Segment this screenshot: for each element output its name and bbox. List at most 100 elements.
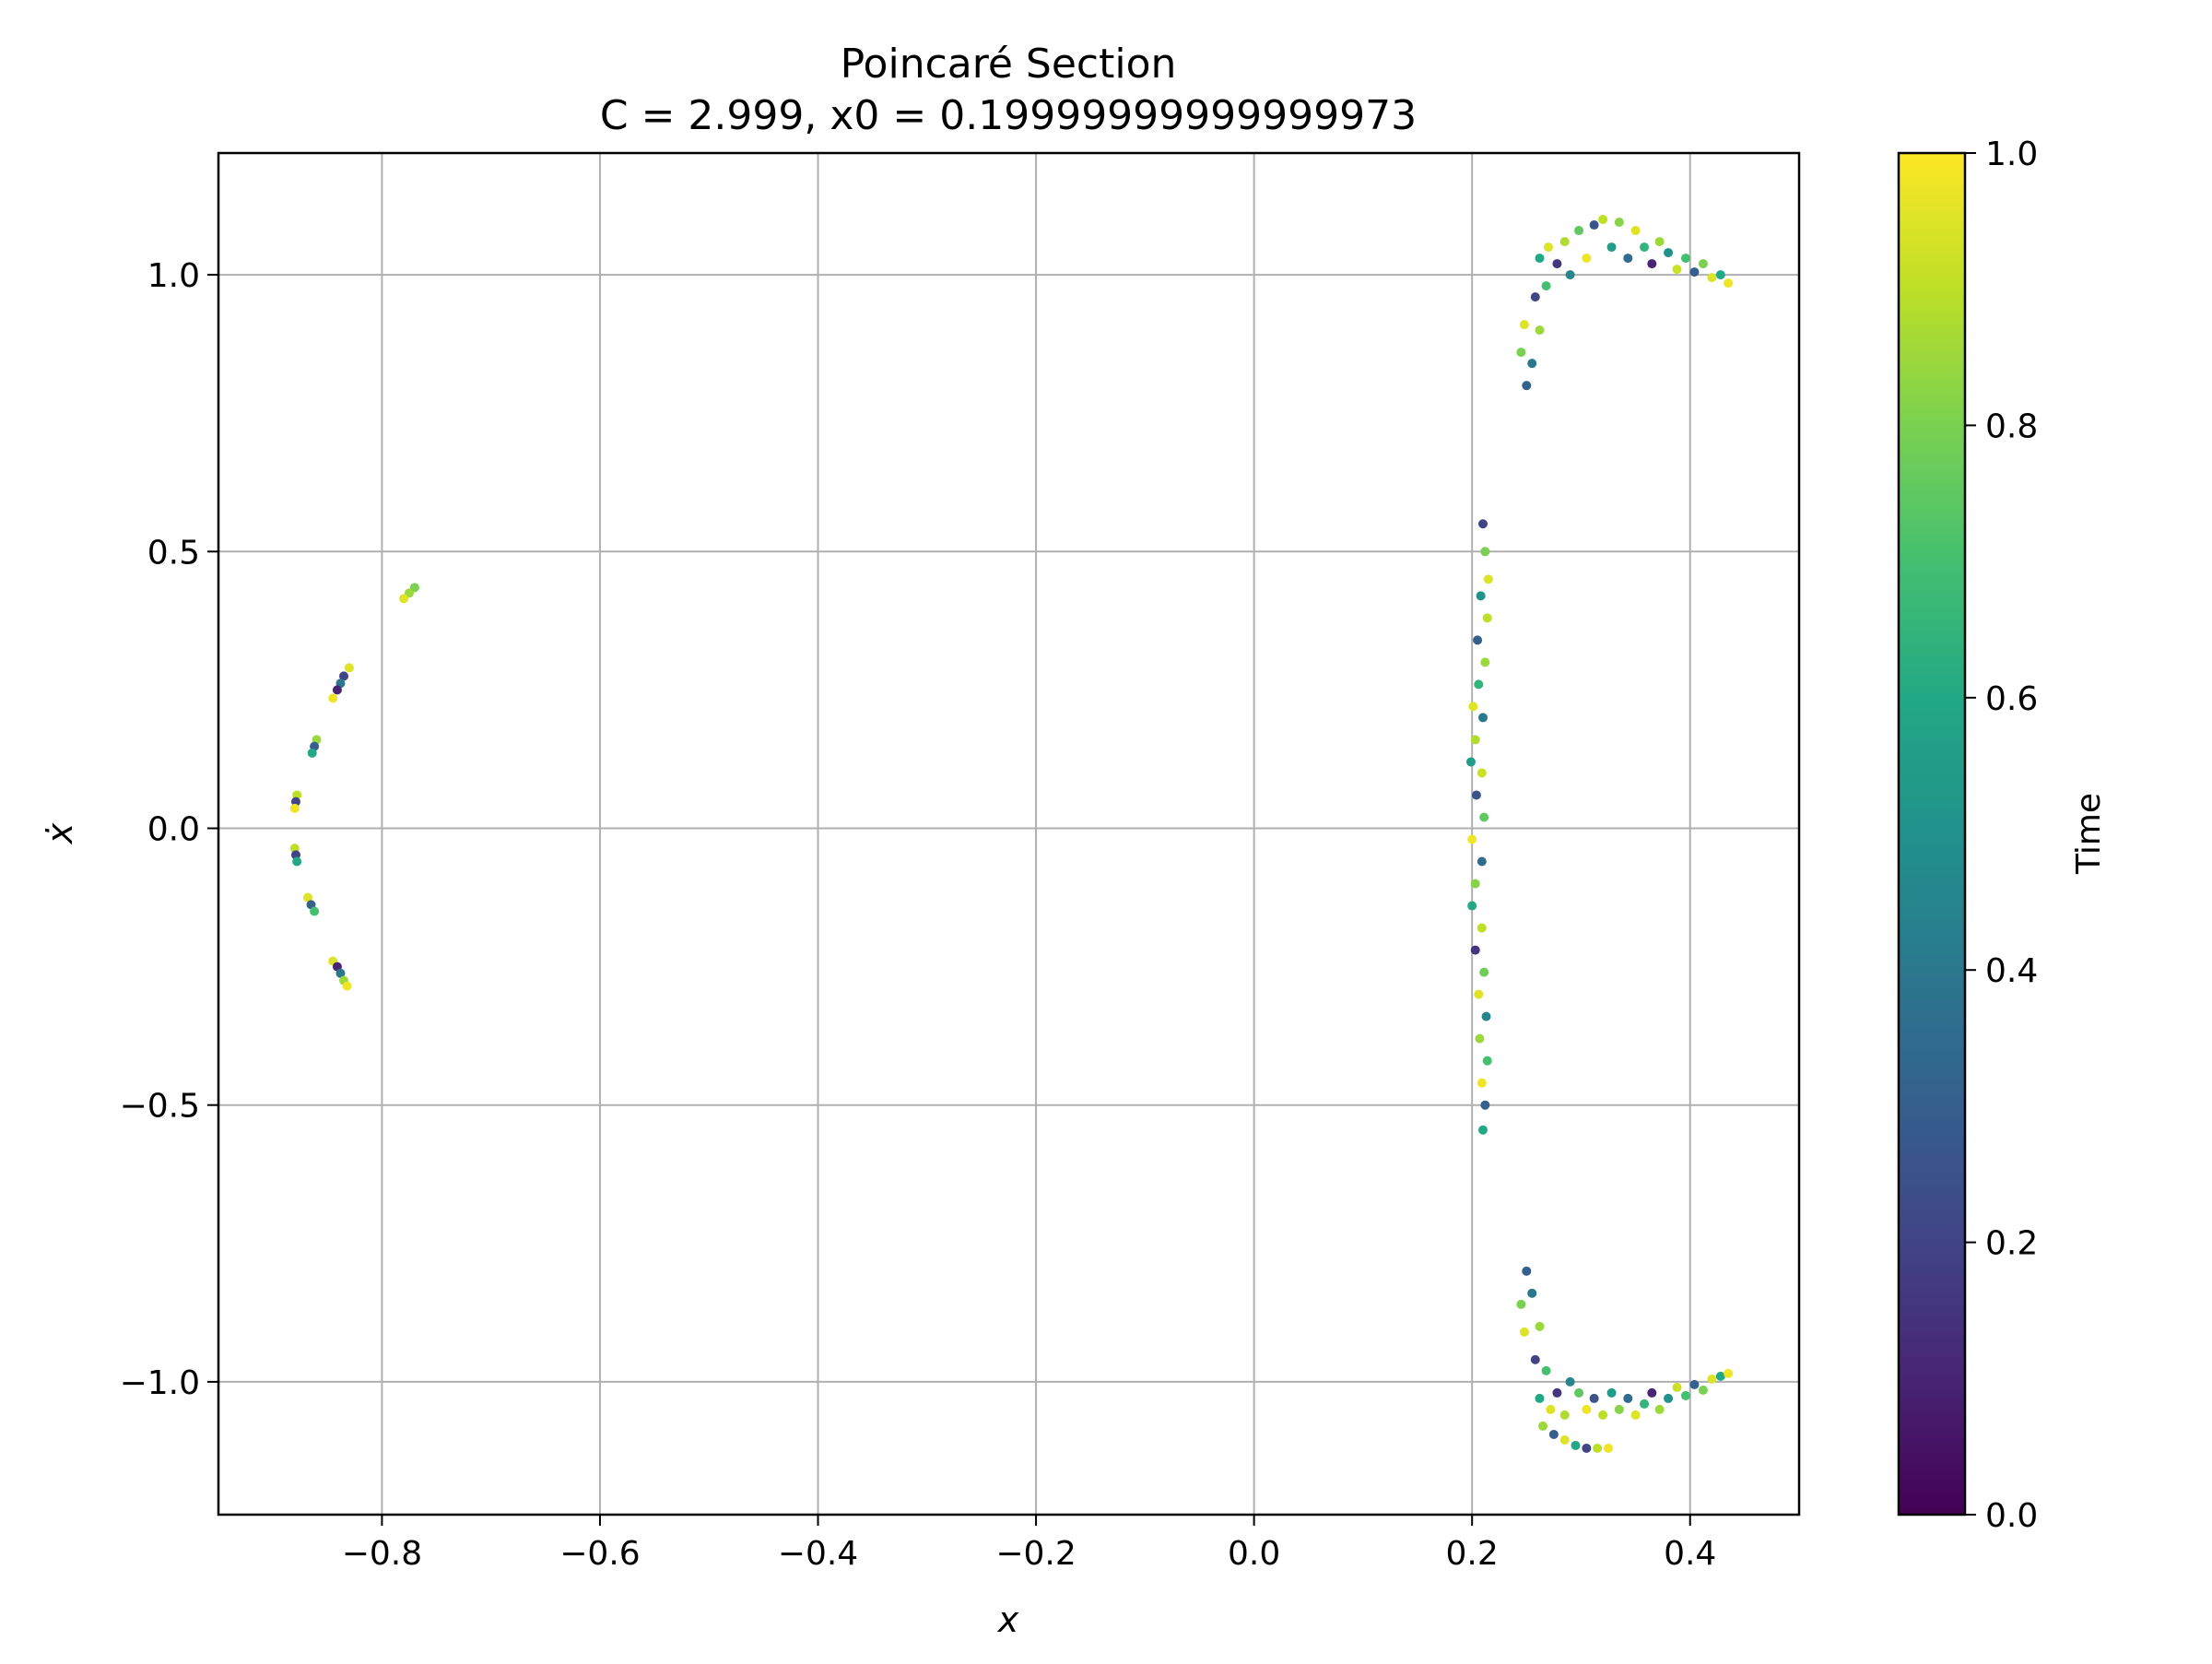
- scatter-point: [1698, 1385, 1708, 1395]
- scatter-point: [1481, 1011, 1491, 1021]
- scatter-point: [1480, 1100, 1490, 1110]
- scatter-point: [1680, 254, 1690, 264]
- scatter-point: [1482, 613, 1492, 623]
- y-tick-label: −0.5: [120, 1088, 200, 1126]
- scatter-point: [1538, 1421, 1548, 1431]
- scatter-point: [1474, 679, 1484, 690]
- scatter-point: [1707, 273, 1717, 283]
- scatter-point: [292, 856, 302, 867]
- scatter-point: [1519, 1327, 1529, 1337]
- scatter-point: [1598, 215, 1608, 225]
- scatter-point: [1482, 1056, 1492, 1066]
- scatter-point: [1598, 1410, 1608, 1420]
- scatter-point: [1552, 259, 1562, 269]
- scatter-point: [344, 663, 354, 673]
- chart-subtitle: C = 2.999, x0 = 0.19999999999999973: [600, 92, 1417, 139]
- scatter-point: [1467, 834, 1477, 844]
- scatter-point: [1582, 1404, 1592, 1414]
- x-tick-label: −0.8: [342, 1535, 422, 1573]
- scatter-point: [1589, 220, 1599, 230]
- scatter-point: [1530, 292, 1540, 302]
- colorbar-label: Time: [2070, 793, 2108, 875]
- scatter-point: [1476, 591, 1486, 601]
- scatter-point: [1478, 713, 1488, 723]
- scatter-point: [1535, 1393, 1545, 1403]
- scatter-point: [1715, 1371, 1725, 1381]
- scatter-point: [289, 803, 300, 813]
- scatter-point: [1614, 218, 1624, 228]
- x-axis-label: x: [997, 1599, 1019, 1640]
- scatter-point: [1478, 1125, 1488, 1135]
- scatter-point: [1470, 945, 1480, 955]
- scatter-point: [335, 968, 346, 978]
- scatter-point: [1516, 1299, 1526, 1309]
- scatter-point: [1606, 1387, 1617, 1398]
- scatter-point: [1640, 242, 1650, 253]
- scatter-point: [1543, 242, 1553, 253]
- scatter-point: [1606, 242, 1617, 253]
- scatter-point: [1647, 259, 1657, 269]
- scatter-point: [339, 671, 349, 681]
- scatter-point: [1474, 989, 1484, 999]
- colorbar-tick-label: 1.0: [1985, 136, 2038, 173]
- x-tick-label: 0.2: [1446, 1535, 1499, 1573]
- scatter-point: [1471, 790, 1481, 800]
- scatter-point: [1480, 547, 1490, 557]
- scatter-point: [1672, 265, 1682, 275]
- scatter-point: [1475, 1033, 1485, 1044]
- scatter-point: [332, 685, 342, 695]
- scatter-point: [1480, 657, 1490, 667]
- scatter-point: [328, 693, 338, 703]
- y-axis-ticks: −1.0 −0.5 0.0 0.5 1.0: [120, 257, 218, 1402]
- scatter-point: [1541, 1365, 1551, 1375]
- scatter-point: [1571, 1440, 1581, 1450]
- y-tick-label: 1.0: [147, 257, 200, 295]
- scatter-point: [1707, 1374, 1717, 1384]
- x-tick-label: −0.2: [995, 1535, 1076, 1573]
- scatter-point: [1654, 1404, 1665, 1414]
- scatter-point: [1614, 1404, 1624, 1414]
- scatter-point: [1548, 1429, 1559, 1439]
- scatter-point: [1664, 248, 1674, 258]
- scatter-point: [342, 981, 352, 991]
- grid: [218, 153, 1799, 1515]
- scatter-point: [1647, 1387, 1657, 1398]
- colorbar-ticks: 0.0 0.2 0.4 0.6 0.8 1.0: [1965, 136, 2038, 1535]
- scatter-point: [1477, 923, 1487, 933]
- scatter-point: [1473, 635, 1483, 645]
- scatter-point: [1470, 735, 1480, 745]
- scatter-point: [1630, 226, 1641, 236]
- scatter-point: [1724, 278, 1734, 289]
- scatter-point: [1724, 1368, 1734, 1378]
- scatter-point: [1535, 325, 1545, 336]
- scatter-point: [1477, 856, 1487, 867]
- scatter-point: [1541, 281, 1551, 291]
- chart-title: Poincaré Section: [841, 41, 1177, 88]
- scatter-point: [1574, 1387, 1584, 1398]
- scatter-point: [1535, 254, 1545, 264]
- scatter-point: [1470, 879, 1480, 889]
- scatter-point: [1623, 1393, 1633, 1403]
- y-tick-label: −1.0: [120, 1364, 200, 1402]
- scatter-point: [1689, 1379, 1700, 1389]
- scatter-point: [1715, 270, 1725, 280]
- x-tick-label: 0.4: [1664, 1535, 1716, 1573]
- colorbar-tick-label: 0.2: [1985, 1225, 2038, 1263]
- scatter-point: [1574, 226, 1584, 236]
- scatter-point: [1552, 1387, 1562, 1398]
- scatter-point: [307, 748, 317, 758]
- scatter-point: [1535, 1321, 1545, 1331]
- scatter-point: [1698, 259, 1708, 269]
- scatter-point: [1630, 1410, 1641, 1420]
- colorbar-tick-label: 0.8: [1985, 407, 2038, 445]
- scatter-point: [1467, 901, 1477, 911]
- scatter-point: [1604, 1443, 1614, 1453]
- colorbar-tick-label: 0.0: [1985, 1497, 2038, 1535]
- x-tick-label: 0.0: [1228, 1535, 1280, 1573]
- scatter-point: [1522, 381, 1532, 391]
- colorbar-tick-label: 0.4: [1985, 952, 2038, 990]
- scatter-point: [1582, 1443, 1592, 1453]
- scatter-point: [1477, 1078, 1487, 1088]
